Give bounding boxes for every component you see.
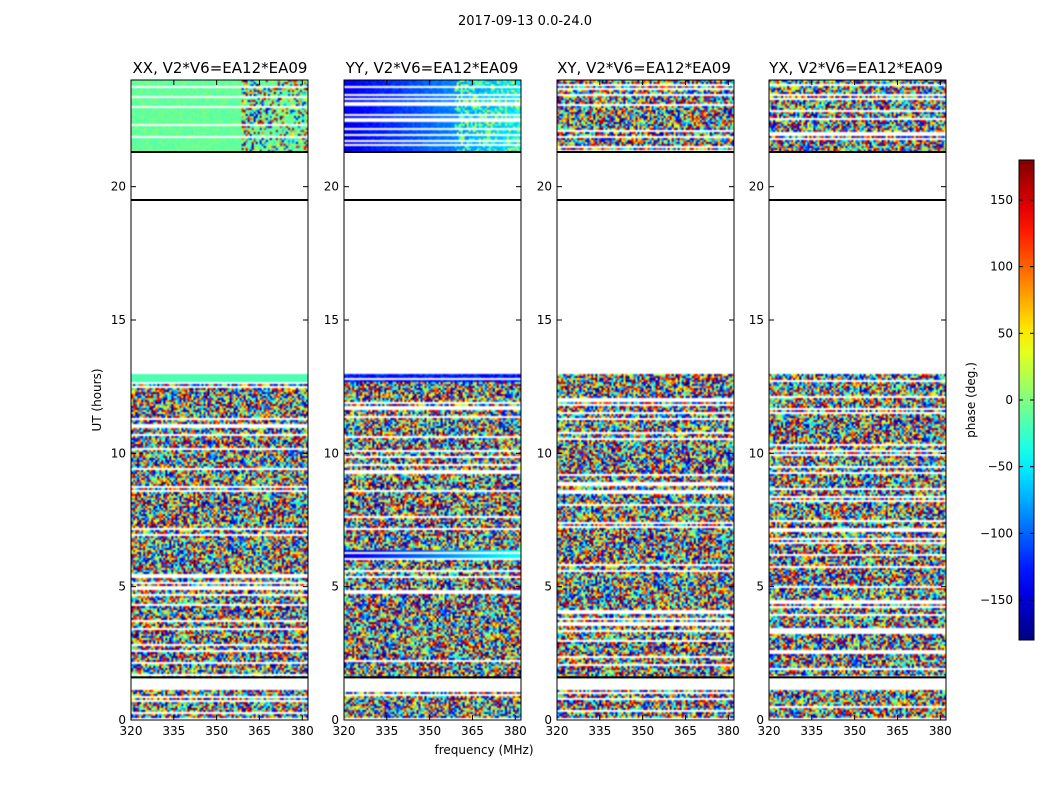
y-tick-label: 0 (544, 713, 552, 727)
x-tick-label: 350 (205, 724, 228, 738)
figure-title: 2017-09-13 0.0-24.0 (458, 14, 592, 29)
x-tick-label: 320 (758, 724, 781, 738)
x-tick-label: 380 (717, 724, 740, 738)
y-tick-label: 20 (324, 180, 339, 194)
y-tick-label: 10 (537, 446, 552, 460)
x-tick-label: 350 (418, 724, 441, 738)
colorbar-tick-label: 0 (1005, 393, 1013, 407)
x-axis-label: frequency (MHz) (434, 743, 534, 757)
y-tick-label: 5 (331, 580, 339, 594)
y-tick-label: 20 (749, 180, 764, 194)
panel-1: 320 335 350 365 380 0 5 10 15 20 (111, 79, 314, 738)
x-tick-label: 335 (800, 724, 823, 738)
y-tick-label: 15 (111, 313, 126, 327)
panel-3-frame (556, 79, 735, 721)
y-tick-label: 5 (756, 580, 764, 594)
panel-2-frame (343, 79, 522, 721)
x-tick-label: 335 (162, 724, 185, 738)
panel-4-heatmap (769, 80, 946, 720)
panel-1-heatmap (131, 80, 308, 720)
panel-3: 320 335 350 365 380 0 5 10 15 20 (537, 79, 740, 738)
panel-3-title: XY, V2*V6=EA12*EA09 (557, 59, 731, 77)
colorbar-tick-label: −100 (980, 526, 1013, 540)
panel-1-title: XX, V2*V6=EA12*EA09 (132, 59, 308, 77)
panel-2: 320 335 350 365 380 0 5 10 15 20 (324, 79, 527, 738)
y-tick-label: 5 (544, 580, 552, 594)
panel-2-heatmap (344, 80, 521, 720)
x-tick-label: 335 (588, 724, 611, 738)
panel-4: 320 335 350 365 380 0 5 10 15 20 (749, 79, 952, 738)
x-tick-label: 320 (333, 724, 356, 738)
panel-2-title: YY, V2*V6=EA12*EA09 (345, 59, 519, 77)
x-tick-label: 365 (461, 724, 484, 738)
colorbar-tick-label: −150 (980, 593, 1013, 607)
y-tick-label: 0 (331, 713, 339, 727)
x-tick-label: 365 (248, 724, 271, 738)
x-tick-label: 380 (291, 724, 314, 738)
y-tick-label: 0 (756, 713, 764, 727)
colorbar-tick-label: 50 (998, 326, 1013, 340)
colorbar-label: phase (deg.) (964, 362, 978, 438)
x-tick-label: 365 (886, 724, 909, 738)
y-tick-label: 15 (749, 313, 764, 327)
colorbar-tick-label: 100 (990, 260, 1013, 274)
colorbar-tick-label: 150 (990, 193, 1013, 207)
x-tick-label: 350 (843, 724, 866, 738)
y-tick-label: 20 (111, 180, 126, 194)
panel-4-title: YX, V2*V6=EA12*EA09 (769, 59, 943, 77)
colorbar-tick-label: −50 (988, 460, 1013, 474)
x-tick-label: 365 (674, 724, 697, 738)
panel-1-frame (130, 79, 309, 721)
x-tick-label: 350 (631, 724, 654, 738)
y-tick-label: 15 (537, 313, 552, 327)
y-axis-label: UT (hours) (90, 368, 104, 432)
x-tick-label: 320 (120, 724, 143, 738)
panel-4-frame (768, 79, 947, 721)
y-tick-label: 10 (324, 446, 339, 460)
y-tick-label: 20 (537, 180, 552, 194)
colorbar: 150 100 50 0 −50 −100 −150 (980, 159, 1035, 641)
y-tick-label: 15 (324, 313, 339, 327)
y-tick-label: 10 (749, 446, 764, 460)
y-tick-label: 10 (111, 446, 126, 460)
y-tick-label: 5 (118, 580, 126, 594)
y-tick-label: 0 (118, 713, 126, 727)
x-tick-label: 335 (375, 724, 398, 738)
x-tick-label: 380 (929, 724, 952, 738)
panel-3-heatmap (557, 80, 734, 720)
x-tick-label: 380 (504, 724, 527, 738)
x-tick-label: 320 (546, 724, 569, 738)
